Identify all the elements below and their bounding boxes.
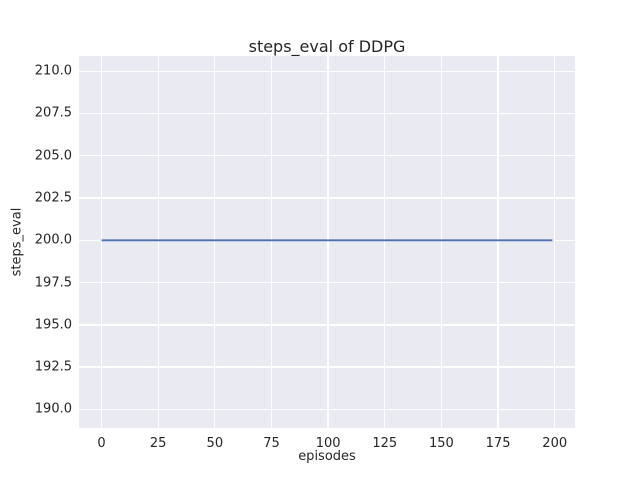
y-tick-label: 200.0 bbox=[34, 232, 72, 248]
gridline-horizontal bbox=[79, 112, 575, 115]
gridline-vertical bbox=[440, 56, 443, 428]
gridline-vertical bbox=[157, 56, 159, 428]
x-tick-label: 75 bbox=[263, 436, 280, 451]
y-axis-label: steps_eval bbox=[9, 207, 25, 277]
gridline-vertical bbox=[214, 56, 216, 428]
x-axis-label: episodes bbox=[298, 449, 356, 464]
series-layer bbox=[101, 239, 553, 242]
y-tick-label: 205.0 bbox=[34, 148, 72, 164]
y-tick-label: 202.5 bbox=[34, 190, 72, 206]
gridline-horizontal bbox=[79, 281, 575, 284]
gridline-vertical bbox=[327, 56, 329, 428]
x-tick-label: 175 bbox=[485, 436, 511, 451]
gridline-horizontal bbox=[79, 70, 575, 72]
x-tick-label: 0 bbox=[97, 436, 106, 451]
gridline-horizontal bbox=[79, 408, 575, 411]
gridline-horizontal bbox=[79, 197, 575, 199]
x-tick-label: 125 bbox=[372, 436, 398, 451]
y-tick-label: 195.0 bbox=[34, 317, 72, 333]
y-tick-label: 197.5 bbox=[34, 275, 72, 291]
gridline-horizontal bbox=[79, 324, 575, 326]
gridline-vertical bbox=[554, 56, 556, 428]
y-tick-label: 190.0 bbox=[34, 401, 72, 417]
gridline-vertical bbox=[100, 56, 103, 428]
gridline-horizontal bbox=[79, 366, 575, 368]
gridline-horizontal bbox=[79, 155, 575, 157]
y-tick-label: 207.5 bbox=[34, 105, 72, 121]
plot-area bbox=[79, 56, 575, 428]
y-tick-label: 192.5 bbox=[34, 359, 72, 375]
chart-title: steps_eval of DDPG bbox=[248, 37, 406, 56]
x-tick-label: 100 bbox=[315, 436, 341, 451]
x-tick-label: 150 bbox=[429, 436, 454, 451]
gridline-vertical bbox=[270, 56, 273, 428]
y-tick-label: 210.0 bbox=[34, 63, 72, 79]
gridline-vertical bbox=[384, 56, 386, 428]
x-tick-label: 25 bbox=[149, 436, 167, 451]
x-tick-label: 200 bbox=[542, 436, 568, 451]
gridline-vertical bbox=[497, 56, 499, 428]
x-tick-label: 50 bbox=[206, 436, 224, 451]
